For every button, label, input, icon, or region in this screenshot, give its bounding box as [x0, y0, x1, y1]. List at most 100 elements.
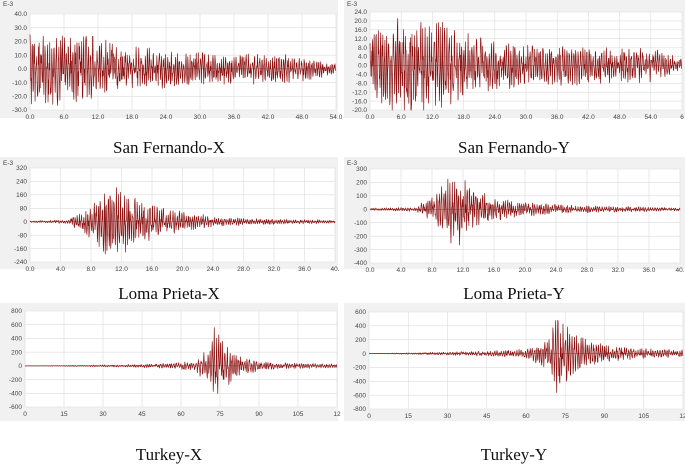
y-tick-label: -12.0 [352, 89, 367, 96]
y-tick-label: 4.0 [358, 54, 367, 61]
acceleration-trace [369, 319, 684, 393]
x-tick-label: 12.0 [426, 114, 439, 121]
x-tick-label: 30 [99, 411, 107, 418]
x-tick-label: 12 [333, 411, 341, 418]
x-tick-label: 24.0 [160, 114, 173, 121]
y-tick-label: -400 [354, 260, 367, 267]
x-tick-label: 20.0 [519, 267, 532, 274]
y-tick-label: -240 [14, 259, 27, 266]
y-tick-label: -400 [9, 390, 22, 397]
y-tick-label: -200 [354, 233, 367, 240]
x-tick-label: 16.0 [488, 267, 501, 274]
y-tick-label: 100 [356, 193, 367, 200]
x-tick-label: 18.0 [126, 114, 139, 121]
y-tick-label: 160 [16, 192, 27, 199]
x-tick-label: 12.0 [457, 267, 470, 274]
chart-caption: Turkey-X [136, 445, 202, 464]
x-tick-label: 12.0 [92, 114, 105, 121]
y-tick-label: 0 [363, 206, 367, 213]
y-tick-label: 0 [362, 351, 366, 358]
y-tick-label: 20.0 [14, 39, 27, 46]
x-tick-label: 32.0 [612, 267, 625, 274]
x-tick-label: 24.0 [207, 266, 220, 273]
x-tick-label: 90 [255, 411, 263, 418]
y-unit-label: E-3 [347, 160, 358, 167]
x-tick-label: 36.0 [228, 114, 241, 121]
x-tick-label: 12.0 [115, 266, 128, 273]
x-tick-label: 75 [562, 413, 570, 420]
y-tick-label: 20.0 [354, 18, 367, 25]
x-tick-label: 15 [60, 411, 68, 418]
y-tick-label: 240 [16, 179, 27, 186]
y-tick-label: 200 [11, 349, 22, 356]
y-tick-label: -80 [18, 232, 28, 239]
y-tick-label: 10.0 [14, 52, 27, 59]
y-tick-label: 0 [18, 363, 22, 370]
x-tick-label: 6.0 [59, 114, 68, 121]
x-tick-label: 4.0 [396, 267, 405, 274]
y-tick-label: 200 [356, 180, 367, 187]
x-tick-label: 6 [680, 114, 684, 121]
y-tick-label: -8.0 [356, 80, 368, 87]
x-tick-label: 32.0 [268, 266, 281, 273]
x-tick-label: 28.0 [237, 266, 250, 273]
y-tick-label: -200 [9, 377, 22, 384]
x-tick-label: 0.0 [25, 266, 34, 273]
y-tick-label: -4.0 [356, 72, 368, 79]
x-tick-label: 28.0 [581, 267, 594, 274]
y-tick-label: 400 [11, 336, 22, 343]
x-tick-label: 40. [675, 267, 684, 274]
x-tick-label: 18.0 [457, 114, 470, 121]
x-tick-label: 75 [216, 411, 224, 418]
y-tick-label: 12.0 [354, 36, 367, 43]
y-tick-label: 400 [355, 323, 366, 330]
x-tick-label: 90 [601, 413, 609, 420]
y-tick-label: -100 [354, 220, 367, 227]
x-tick-label: 105 [638, 413, 649, 420]
x-tick-label: 8.0 [427, 267, 436, 274]
y-unit-label: E-3 [3, 160, 14, 167]
acceleration-trace [25, 327, 338, 394]
acceleration-trace [369, 18, 683, 111]
x-tick-label: 30.0 [520, 114, 533, 121]
x-tick-label: 0.0 [25, 114, 34, 121]
y-tick-label: 600 [355, 309, 366, 316]
x-tick-label: 60 [522, 413, 530, 420]
x-tick-label: 42.0 [262, 114, 275, 121]
chart-panel-1: 40.030.020.010.00.0-10.0-20.0-30.00.0 6.0… [0, 0, 343, 157]
x-tick-label: 6.0 [397, 114, 406, 121]
y-tick-label: 40.0 [14, 11, 27, 18]
y-tick-label: 800 [11, 308, 22, 315]
y-tick-label: -600 [9, 404, 22, 411]
x-tick-label: 16.0 [146, 266, 159, 273]
x-tick-label: 0 [367, 413, 371, 420]
y-tick-label: -800 [353, 406, 366, 413]
x-tick-label: 54.0 [330, 114, 343, 121]
x-tick-label: 0.0 [365, 267, 374, 274]
x-tick-label: 15 [405, 413, 413, 420]
y-tick-label: 0.0 [358, 63, 367, 70]
x-tick-label: 4.0 [56, 266, 65, 273]
y-unit-label: E-3 [3, 1, 14, 8]
x-tick-label: 0 [23, 411, 27, 418]
chart-caption: Loma Prieta-Y [463, 284, 565, 303]
x-tick-label: 12 [679, 413, 685, 420]
acceleration-trace [369, 178, 681, 246]
x-tick-label: 45 [483, 413, 491, 420]
x-tick-label: 54.0 [644, 114, 657, 121]
y-tick-label: -16.0 [352, 98, 367, 105]
x-tick-label: 60 [177, 411, 185, 418]
chart-panel-2: 24.0 20.0 16.0 12.0 8.0 4.0 0.0 -4.0-8.0 -12.0 -1… [344, 0, 685, 157]
x-tick-label: 24.0 [488, 114, 501, 121]
y-tick-label: -30.0 [12, 107, 27, 114]
y-tick-label: 600 [11, 322, 22, 329]
y-tick-label: 0 [23, 219, 27, 226]
x-tick-label: 48.0 [296, 114, 309, 121]
x-tick-label: 45 [138, 411, 146, 418]
y-tick-label: 80 [20, 205, 28, 212]
